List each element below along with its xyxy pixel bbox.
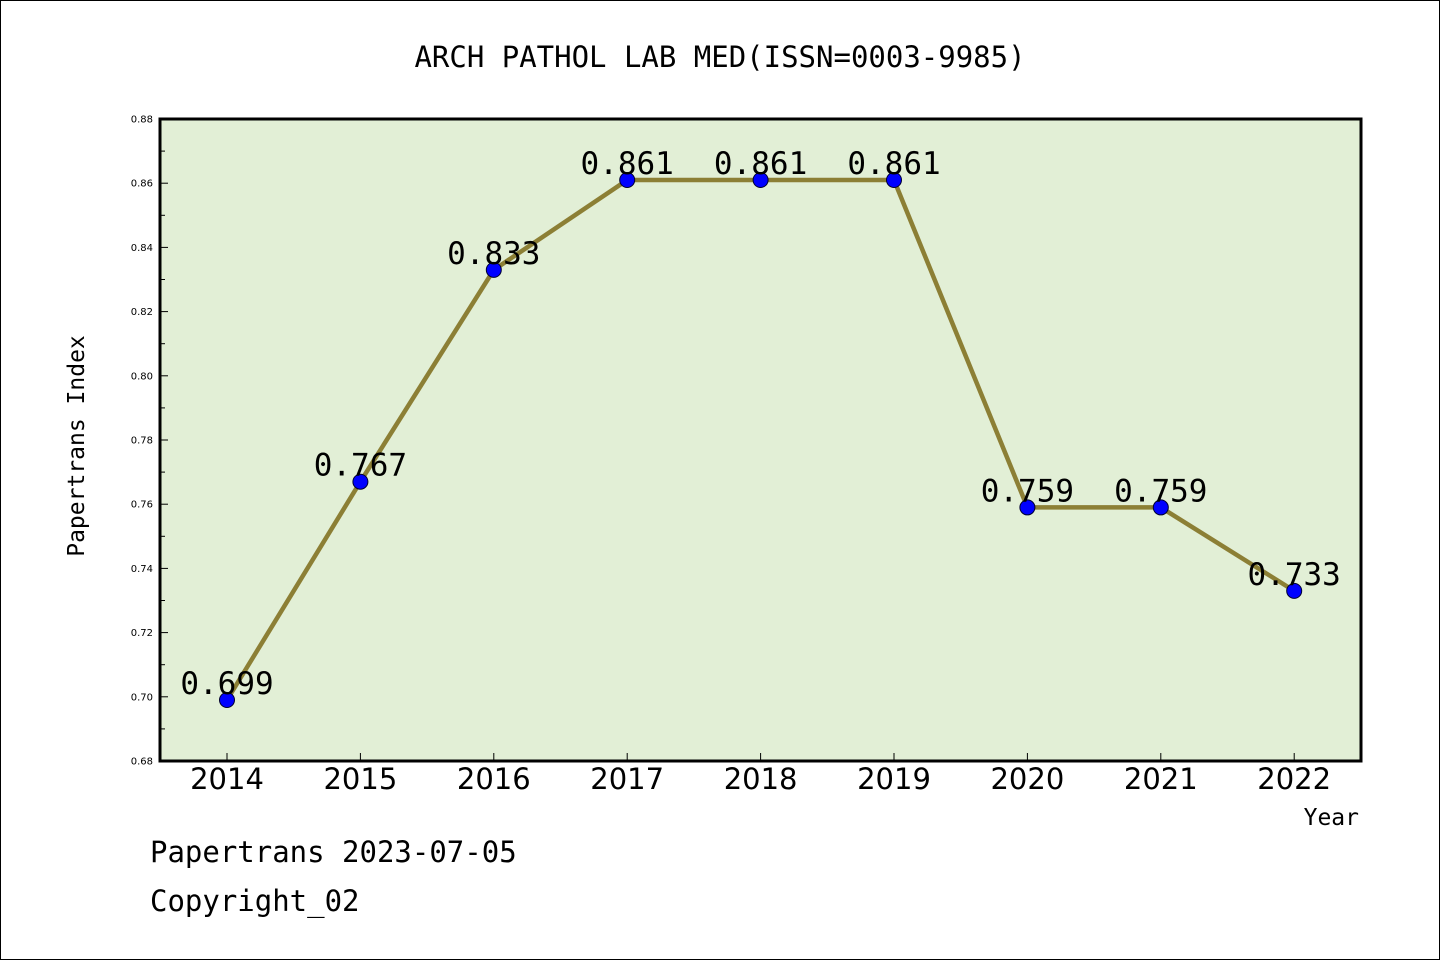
x-tick-label: 2020 [990, 762, 1064, 796]
data-point [619, 171, 636, 188]
data-point [485, 261, 502, 278]
data-markers [219, 171, 1303, 709]
x-tick-label: 2021 [1124, 762, 1198, 796]
data-label: 0.733 [1248, 557, 1341, 593]
y-tick-label: 0.82 [131, 307, 153, 318]
footer-copyright: Copyright_02 [150, 884, 360, 918]
chart-title: ARCH PATHOL LAB MED(ISSN=0003-9985) [414, 40, 1025, 74]
data-label: 0.699 [180, 666, 273, 702]
data-point [752, 171, 769, 188]
data-point [219, 692, 235, 709]
data-label: 0.759 [1114, 473, 1207, 509]
x-axis-title: Year [1304, 805, 1359, 831]
y-tick-label: 0.68 [131, 757, 153, 768]
y-tick-label: 0.80 [131, 371, 153, 382]
data-label: 0.759 [981, 473, 1074, 509]
y-tick-label: 0.78 [131, 436, 153, 447]
x-tick-label: 2016 [457, 762, 531, 796]
y-tick-label: 0.84 [131, 243, 153, 254]
x-tick-label: 2015 [323, 762, 397, 796]
x-axis-ticks: 2014 2015 2016 2017 2018 2019 2020 2021 2022 [190, 753, 1331, 796]
data-labels: 0.699 0.767 0.833 0.861 0.861 0.861 0.759 0.759… [180, 146, 1341, 702]
data-point [1286, 582, 1303, 599]
data-point [1152, 499, 1169, 516]
x-tick-label: 2014 [190, 762, 264, 796]
data-label: 0.861 [847, 146, 940, 182]
x-tick-label: 2022 [1257, 762, 1331, 796]
data-label: 0.861 [714, 146, 807, 182]
x-tick-label: 2019 [857, 762, 931, 796]
y-tick-label: 0.72 [131, 628, 153, 639]
y-tick-label: 0.74 [131, 564, 153, 575]
data-point [352, 473, 369, 490]
x-tick-label: 2017 [590, 762, 664, 796]
data-point [886, 171, 902, 188]
y-tick-label: 0.88 [131, 115, 153, 126]
y-tick-label: 0.76 [131, 500, 153, 511]
data-label: 0.861 [581, 146, 674, 182]
x-tick-label: 2018 [724, 762, 798, 796]
data-label: 0.767 [314, 448, 407, 484]
footer-date: Papertrans 2023-07-05 [150, 835, 517, 869]
y-tick-label: 0.70 [131, 692, 153, 703]
y-axis-title: Papertrans Index [64, 335, 90, 557]
y-axis-ticks: 0.68 0.70 0.72 0.74 0.76 0.78 0.80 0.82 0.84 0.86… [131, 115, 168, 768]
plot-area [158, 117, 1363, 763]
data-point [1019, 499, 1036, 516]
data-label: 0.833 [447, 236, 540, 272]
y-tick-label: 0.86 [131, 179, 153, 190]
